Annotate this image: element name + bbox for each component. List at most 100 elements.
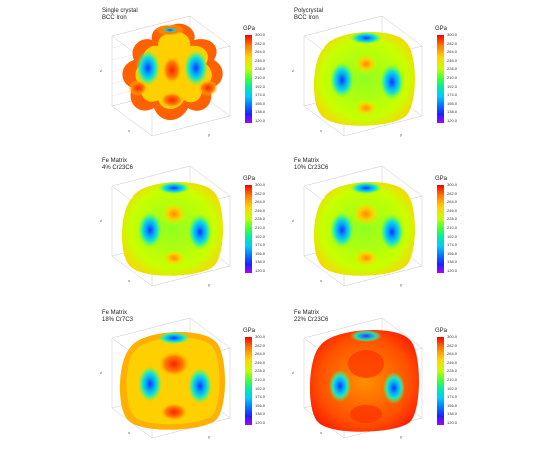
colorbar-tick-label: 192.0 — [255, 233, 266, 239]
colorbar-unit: GPa — [435, 26, 448, 32]
colorbar-tick-label: 210.0 — [447, 225, 458, 230]
colorbar-tick-label: 156.0 — [447, 100, 458, 106]
colorbar-tick-label: 300.0 — [255, 182, 266, 187]
panel-title: Fe Matrix 10% Cr23C6 — [294, 158, 329, 171]
colorbar — [245, 35, 252, 123]
colorbar-tick-label: 174.0 — [255, 242, 266, 248]
colorbar-tick-label: 156.0 — [255, 250, 266, 256]
z-axis-label: z — [100, 68, 102, 73]
colorbar-tick-label: 174.0 — [447, 242, 458, 248]
panel-polycrystal: Polycrystal BCC Iron z x y GPa 300.0 282.0… — [282, 8, 482, 156]
colorbar-tick-label: 210.0 — [255, 225, 266, 230]
colorbar-tick-label: 282.0 — [255, 190, 266, 196]
y-axis-label: y — [208, 282, 210, 287]
colorbar-tick-label: 246.0 — [447, 207, 458, 213]
panel-title: Fe Matrix 18% Cr7C3 — [102, 310, 134, 323]
z-axis-label: z — [292, 370, 294, 375]
y-axis-label: y — [400, 434, 402, 439]
colorbar-tick-label: 192.0 — [255, 83, 266, 89]
colorbar-tick-label: 120.0 — [255, 268, 266, 273]
colorbar-tick-label: 264.0 — [447, 351, 458, 357]
surface-plot — [303, 165, 423, 287]
colorbar-tick-label: 138.0 — [255, 259, 266, 265]
x-axis-label: x — [320, 430, 322, 435]
colorbar — [437, 35, 444, 123]
colorbar-tick-label: 138.0 — [447, 259, 458, 265]
colorbar-unit: GPa — [435, 176, 448, 182]
z-axis-label: z — [100, 218, 102, 223]
colorbar-tick-label: 192.0 — [447, 385, 458, 391]
colorbar-tick-label: 228.0 — [447, 368, 458, 374]
y-axis-label: y — [208, 434, 210, 439]
x-axis-label: x — [128, 128, 130, 133]
colorbar-tick-label: 246.0 — [255, 57, 266, 63]
z-axis-label: z — [292, 68, 294, 73]
colorbar-tick-label: 282.0 — [255, 40, 266, 46]
panel-title: Single crystal BCC Iron — [102, 8, 138, 21]
z-axis-label: z — [100, 370, 102, 375]
colorbar-tick-label: 174.0 — [447, 92, 458, 98]
colorbar-tick-label: 228.0 — [447, 216, 458, 222]
colorbar-tick-label: 210.0 — [255, 75, 266, 80]
colorbar-tick-label: 210.0 — [255, 377, 266, 382]
colorbar-tick-label: 210.0 — [447, 75, 458, 80]
surface-plot — [111, 15, 231, 137]
surface-plot — [111, 317, 231, 439]
colorbar-unit: GPa — [243, 26, 256, 32]
colorbar-tick-label: 246.0 — [447, 359, 458, 365]
colorbar-tick-label: 120.0 — [255, 420, 266, 425]
colorbar-tick-label: 228.0 — [255, 216, 266, 222]
colorbar-tick-label: 264.0 — [447, 199, 458, 205]
surface-plot — [303, 317, 423, 439]
panel-title: Fe Matrix 4% Cr23C6 — [102, 158, 134, 171]
colorbar-tick-label: 138.0 — [255, 411, 266, 417]
x-axis-label: x — [128, 430, 130, 435]
colorbar-tick-label: 246.0 — [255, 207, 266, 213]
colorbar-tick-label: 300.0 — [255, 334, 266, 339]
colorbar-tick-label: 282.0 — [255, 342, 266, 348]
colorbar-tick-label: 282.0 — [447, 190, 458, 196]
colorbar-tick-label: 246.0 — [447, 57, 458, 63]
colorbar-tick-label: 300.0 — [255, 32, 266, 37]
colorbar-tick-label: 264.0 — [447, 49, 458, 55]
z-axis-label: z — [292, 218, 294, 223]
colorbar-tick-label: 120.0 — [447, 420, 458, 425]
colorbar — [437, 185, 444, 273]
colorbar-tick-label: 192.0 — [447, 83, 458, 89]
colorbar-tick-label: 174.0 — [255, 92, 266, 98]
panel-18pct-cr7c3: Fe Matrix 18% Cr7C3 z x y GPa 300.0 282.0 2… — [90, 310, 290, 458]
cube-surface — [313, 181, 415, 276]
colorbar-unit: GPa — [243, 176, 256, 182]
surface-plot — [111, 165, 231, 287]
colorbar — [245, 337, 252, 425]
panel-single-crystal: Single crystal BCC Iron z x y GPa 300.0 28… — [90, 8, 290, 156]
colorbar-tick-label: 300.0 — [447, 334, 458, 339]
colorbar-unit: GPa — [435, 328, 448, 334]
panel-10pct-cr23c6: Fe Matrix 10% Cr23C6 z x y GPa 300.0 282.0… — [282, 158, 482, 306]
colorbar-tick-label: 282.0 — [447, 342, 458, 348]
colorbar-tick-label: 138.0 — [447, 411, 458, 417]
colorbar-tick-label: 228.0 — [255, 368, 266, 374]
y-axis-label: y — [208, 132, 210, 137]
colorbar-tick-label: 192.0 — [255, 385, 266, 391]
colorbar-tick-label: 264.0 — [255, 351, 266, 357]
colorbar-tick-label: 228.0 — [447, 66, 458, 72]
panel-4pct-cr23c6: Fe Matrix 4% Cr23C6 z x y GPa 300.0 282.0 2… — [90, 158, 290, 306]
panel-22pct-cr23c6: Fe Matrix 22% Cr23C6 z x y GPa 300.0 282.0… — [282, 310, 482, 458]
star-surface — [122, 23, 223, 120]
cube-surface — [119, 331, 225, 430]
cube-surface — [313, 31, 415, 126]
colorbar-tick-label: 120.0 — [447, 118, 458, 123]
x-axis-label: x — [320, 128, 322, 133]
colorbar — [245, 185, 252, 273]
colorbar-tick-label: 138.0 — [447, 109, 458, 115]
colorbar-tick-label: 264.0 — [255, 49, 266, 55]
colorbar-tick-label: 156.0 — [447, 250, 458, 256]
colorbar-tick-label: 282.0 — [447, 40, 458, 46]
y-axis-label: y — [400, 282, 402, 287]
colorbar-tick-label: 228.0 — [255, 66, 266, 72]
colorbar-unit: GPa — [243, 328, 256, 334]
panel-title: Polycrystal BCC Iron — [294, 8, 324, 21]
colorbar-tick-label: 138.0 — [255, 109, 266, 115]
colorbar-tick-label: 174.0 — [447, 394, 458, 400]
